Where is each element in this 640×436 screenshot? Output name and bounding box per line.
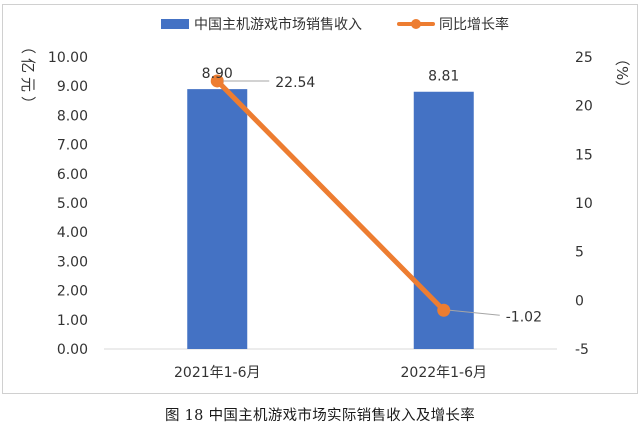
y-left-tick-label: 2.00 [57, 284, 88, 300]
chart: 0.00 1.00 2.00 3.00 4.00 5.00 6.00 7.00 8.00 9.00… [19, 16, 631, 381]
y-left-tick-label: 9.00 [57, 79, 88, 95]
bar-data-label: 8.90 [202, 66, 233, 82]
legend-bar-label: 中国主机游戏市场销售收入 [194, 16, 362, 33]
y-right-tick-label: 10 [575, 196, 593, 212]
y-right-tick-label: 25 [575, 50, 593, 66]
legend-bar-swatch [161, 19, 189, 29]
y-right-axis-label: （%） [613, 51, 631, 95]
x-tick-label: 2021年1-6月 [174, 365, 261, 381]
figure-caption: 图 18 中国主机游戏市场实际销售收入及增长率 [164, 408, 476, 424]
y-left-axis-label: （亿元） [19, 39, 37, 115]
y-left-tick-label: 3.00 [57, 254, 88, 270]
growth-rate-line [214, 78, 447, 313]
y-left-tick-label: 8.00 [57, 108, 88, 124]
chart-frame: 0.00 1.00 2.00 3.00 4.00 5.00 6.00 7.00 8.00 9.00… [2, 4, 638, 394]
y-left-tick-label: 1.00 [57, 313, 88, 329]
legend-line-label: 同比增长率 [439, 16, 509, 33]
y-right-tick-label: 0 [575, 293, 584, 309]
bar [187, 89, 248, 350]
y-left-tick-label: 5.00 [57, 196, 88, 212]
y-left-tick-label: 6.00 [57, 167, 88, 183]
y-left-tick-label: 10.00 [48, 50, 88, 66]
y-left-tick-label: 4.00 [57, 225, 88, 241]
growth-rate-point [437, 303, 451, 317]
line-data-label: -1.02 [506, 309, 542, 325]
line-data-label: 22.54 [275, 75, 315, 91]
y-right-tick-label: 15 [575, 147, 593, 163]
line-label-leader [449, 309, 500, 316]
y-right-tick-label: -5 [575, 342, 589, 358]
x-tick-label: 2022年1-6月 [401, 365, 488, 381]
y-left-tick-label: 7.00 [57, 138, 88, 154]
y-left-tick-label: 0.00 [57, 342, 88, 358]
y-right-tick-label: 5 [575, 245, 584, 261]
bar-data-label: 8.81 [428, 69, 459, 85]
growth-rate-point [210, 74, 224, 88]
y-right-tick-label: 20 [575, 99, 593, 115]
legend-line-marker [411, 19, 421, 29]
